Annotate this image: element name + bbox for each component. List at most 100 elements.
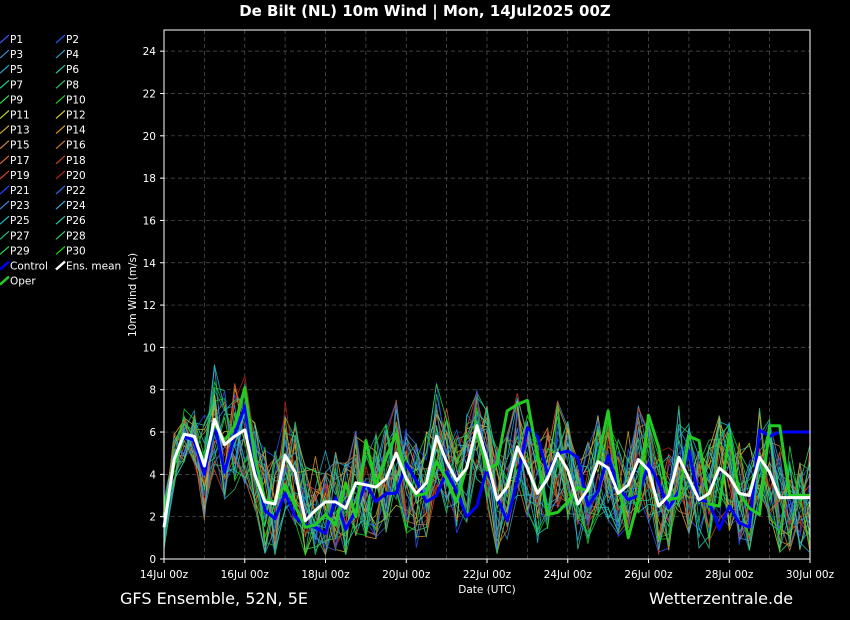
- x-tick-label: 26Jul 00z: [624, 569, 673, 581]
- legend-label: P3: [10, 49, 23, 61]
- legend-swatch: [0, 125, 10, 135]
- legend-label: P14: [66, 125, 86, 137]
- legend-label: P1: [10, 34, 23, 46]
- ensemble-line-P29: [163, 383, 811, 555]
- source-label: Wetterzentrale.de: [649, 589, 794, 608]
- legend-swatch: [0, 260, 10, 271]
- legend-label: P25: [10, 215, 30, 227]
- legend: P1 P2 P3 P4 P5 P6 P7 P8 P9 P10 P11 P12 P13 P14 P15 P16 P…: [0, 34, 121, 288]
- legend-swatch: [0, 185, 10, 195]
- x-axis-label: Date (UTC): [458, 584, 515, 596]
- legend-label: P22: [66, 185, 86, 197]
- legend-swatch: [0, 245, 10, 255]
- x-tick-label: 22Jul 00z: [463, 569, 512, 581]
- legend-swatch: [55, 34, 66, 44]
- legend-swatch: [55, 155, 66, 165]
- legend-label: P29: [10, 245, 30, 257]
- legend-swatch: [55, 200, 66, 210]
- legend-label: Oper: [10, 276, 36, 288]
- y-tick-label: 2: [149, 512, 156, 524]
- legend-swatch: [0, 64, 10, 74]
- legend-swatch: [0, 155, 10, 165]
- legend-swatch: [0, 275, 10, 286]
- legend-swatch: [0, 200, 10, 210]
- y-tick-label: 10: [143, 342, 156, 354]
- legend-label: P28: [66, 230, 86, 242]
- legend-swatch: [0, 79, 10, 89]
- x-tick-label: 30Jul 00z: [786, 569, 835, 581]
- legend-label: Ens. mean: [66, 261, 121, 273]
- legend-swatch: [55, 64, 66, 74]
- legend-swatch: [0, 140, 10, 150]
- y-tick-label: 24: [143, 46, 157, 58]
- y-tick-label: 8: [149, 385, 156, 397]
- legend-swatch: [55, 230, 66, 240]
- x-axis: 14Jul 00z 16Jul 00z 18Jul 00z 20Jul 00z 22Ju…: [140, 559, 835, 581]
- legend-swatch: [55, 79, 66, 89]
- legend-swatch: [0, 49, 10, 59]
- x-tick-label: 20Jul 00z: [382, 569, 431, 581]
- legend-label: P5: [10, 64, 23, 76]
- legend-label: Control: [10, 261, 48, 273]
- legend-label: P17: [10, 155, 30, 167]
- legend-label: P11: [10, 110, 30, 122]
- legend-label: P16: [66, 140, 86, 152]
- y-tick-label: 14: [143, 258, 157, 270]
- legend-label: P18: [66, 155, 86, 167]
- chart-title: De Bilt (NL) 10m Wind | Mon, 14Jul2025 0…: [239, 2, 611, 20]
- legend-swatch: [55, 170, 66, 180]
- y-tick-label: 6: [149, 427, 156, 439]
- x-tick-label: 28Jul 00z: [705, 569, 754, 581]
- x-tick-label: 16Jul 00z: [221, 569, 270, 581]
- grid: [164, 30, 810, 559]
- legend-swatch: [0, 34, 10, 44]
- legend-swatch: [55, 260, 66, 271]
- legend-label: P8: [66, 79, 79, 91]
- legend-label: P4: [66, 49, 79, 61]
- legend-swatch: [55, 185, 66, 195]
- legend-label: P9: [10, 94, 23, 106]
- legend-label: P7: [10, 79, 23, 91]
- model-label: GFS Ensemble, 52N, 5E: [120, 589, 308, 608]
- legend-label: P23: [10, 200, 30, 212]
- y-tick-label: 16: [143, 215, 157, 227]
- legend-label: P2: [66, 34, 79, 46]
- legend-label: P24: [66, 200, 86, 212]
- legend-label: P10: [66, 94, 86, 106]
- series-line-ensmean: [162, 417, 810, 528]
- legend-label: P20: [66, 170, 86, 182]
- y-tick-label: 0: [149, 554, 156, 566]
- x-tick-label: 14Jul 00z: [140, 569, 189, 581]
- y-tick-label: 18: [143, 173, 156, 185]
- legend-label: P6: [66, 64, 79, 76]
- legend-swatch: [55, 245, 66, 255]
- legend-swatch: [0, 215, 10, 225]
- legend-swatch: [0, 170, 10, 180]
- legend-swatch: [55, 94, 66, 104]
- y-tick-label: 4: [149, 469, 156, 481]
- legend-label: P15: [10, 140, 30, 152]
- legend-label: P19: [10, 170, 30, 182]
- x-tick-label: 24Jul 00z: [544, 569, 593, 581]
- y-tick-label: 20: [143, 131, 156, 143]
- legend-label: P30: [66, 245, 86, 257]
- legend-label: P21: [10, 185, 30, 197]
- legend-swatch: [55, 140, 66, 150]
- legend-swatch: [55, 49, 66, 59]
- legend-swatch: [55, 215, 66, 225]
- ensemble-line-P28: [163, 399, 811, 555]
- legend-swatch: [0, 110, 10, 119]
- legend-label: P27: [10, 230, 30, 242]
- legend-label: P12: [66, 110, 86, 122]
- legend-label: P26: [66, 215, 86, 227]
- legend-swatch: [55, 110, 66, 119]
- y-axis-label: 10m Wind (m/s): [127, 253, 139, 337]
- y-tick-label: 22: [143, 88, 156, 100]
- legend-swatch: [0, 230, 10, 240]
- main-series: [162, 386, 810, 540]
- legend-swatch: [55, 125, 66, 135]
- legend-label: P13: [10, 125, 30, 137]
- ensemble-line-P17: [163, 398, 811, 538]
